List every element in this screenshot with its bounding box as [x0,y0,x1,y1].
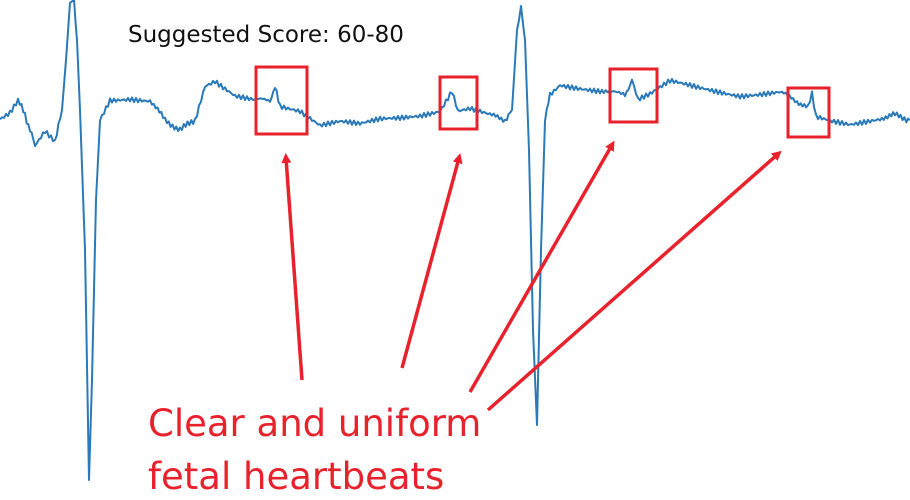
highlight-box [608,67,659,124]
highlight-box [438,75,479,131]
arrow [281,153,304,381]
waveform [0,0,910,481]
highlight-box [254,65,309,136]
arrow [400,153,463,369]
arrow [468,140,615,393]
highlight-box [786,86,831,139]
arrow [486,150,782,412]
score-label: Suggested Score: 60-80 [128,22,404,48]
annotation-line: Clear and uniform [148,402,481,445]
annotation-line: fetal heartbeats [148,455,444,498]
